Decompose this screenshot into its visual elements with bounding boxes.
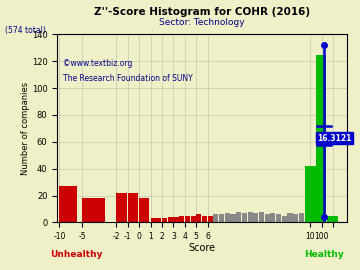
Bar — [168, 217, 173, 222]
Bar — [150, 218, 161, 222]
Bar — [82, 198, 99, 222]
Bar — [190, 216, 195, 222]
Text: ©www.textbiz.org: ©www.textbiz.org — [63, 59, 132, 68]
Text: Sector: Technology: Sector: Technology — [159, 18, 245, 27]
Text: The Research Foundation of SUNY: The Research Foundation of SUNY — [63, 75, 193, 83]
Bar — [248, 212, 253, 222]
Y-axis label: Number of companies: Number of companies — [21, 82, 30, 175]
Bar — [59, 186, 77, 222]
Bar — [139, 198, 149, 222]
Bar — [128, 193, 138, 222]
Bar — [305, 166, 316, 222]
X-axis label: Score: Score — [188, 242, 216, 252]
Text: Unhealthy: Unhealthy — [50, 250, 103, 259]
Bar — [202, 216, 207, 222]
Bar — [242, 213, 247, 222]
Bar — [265, 214, 270, 222]
Bar — [179, 216, 184, 222]
Bar — [327, 216, 338, 222]
Text: 16.3121: 16.3121 — [318, 133, 352, 143]
Bar — [276, 214, 281, 222]
Bar — [299, 213, 304, 222]
Bar — [174, 217, 179, 222]
Bar — [259, 212, 264, 222]
Bar — [316, 55, 326, 222]
Bar — [116, 193, 127, 222]
Bar — [287, 213, 293, 222]
Bar — [236, 212, 241, 222]
Text: Healthy: Healthy — [304, 250, 344, 259]
Text: (574 total): (574 total) — [5, 25, 46, 35]
Title: Z''-Score Histogram for COHR (2016): Z''-Score Histogram for COHR (2016) — [94, 7, 310, 17]
Bar — [225, 213, 230, 222]
Bar — [270, 213, 275, 222]
Bar — [196, 214, 201, 222]
Bar — [219, 214, 224, 222]
Bar — [213, 214, 219, 222]
Bar — [208, 216, 213, 222]
Bar — [185, 216, 190, 222]
Bar — [162, 218, 167, 222]
Bar — [230, 214, 235, 222]
Bar — [94, 198, 105, 222]
Bar — [282, 216, 287, 222]
Bar — [293, 214, 298, 222]
Bar — [253, 213, 258, 222]
